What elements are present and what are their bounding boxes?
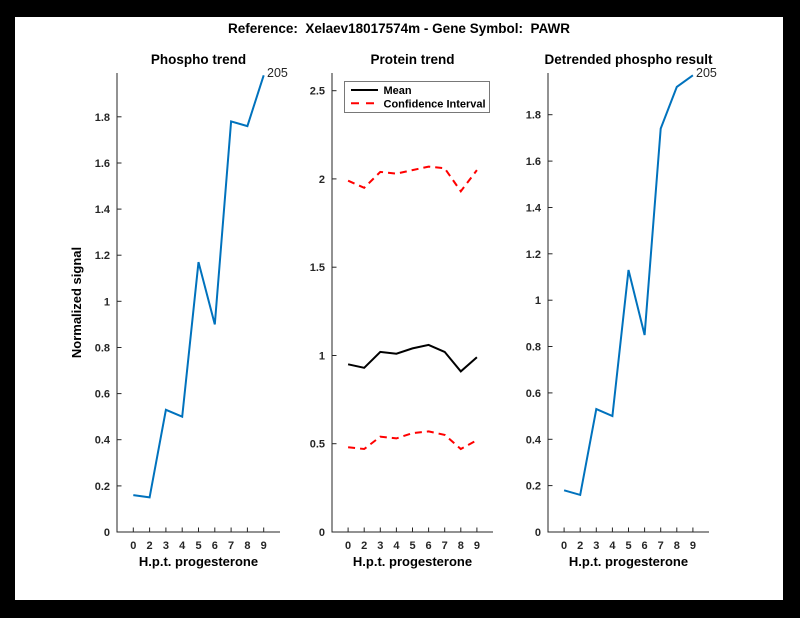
y-tick-label: 1: [535, 295, 541, 307]
legend-box: [344, 81, 490, 113]
x-axis-label: H.p.t. progesterone: [569, 554, 688, 569]
legend-entry-label: Confidence Interval: [384, 98, 486, 110]
y-tick-label: 0.2: [95, 481, 110, 493]
x-tick-label: 0: [561, 540, 567, 552]
x-tick-label: 0: [345, 540, 351, 552]
x-tick-label: 3: [377, 540, 383, 552]
y-tick-label: 0: [535, 527, 541, 539]
y-tick-label: 0: [104, 527, 110, 539]
subplot-1: 00.20.40.60.811.21.41.61.80 2 3 4 5 6 7 8 9Phosp…: [69, 52, 288, 569]
confidence-interval-lower-line: [347, 430, 478, 451]
x-tick-label: 7: [442, 540, 448, 552]
x-tick-label: 7: [228, 540, 234, 552]
y-tick-label: 0.5: [310, 439, 325, 451]
y-tick-label: 1.2: [526, 249, 541, 261]
x-tick-label: 4: [609, 540, 616, 552]
x-axis-label: H.p.t. progesterone: [353, 554, 472, 569]
x-tick-label: 3: [593, 540, 599, 552]
detrended-phospho-signal-line: [563, 74, 694, 497]
y-tick-label: 0.8: [95, 343, 110, 355]
subplot-3: 00.20.40.60.811.21.41.61.80 2 3 4 5 6 7 8 9Detre…: [526, 52, 717, 569]
y-axis-label: Normalized signal: [69, 247, 84, 358]
subplot-title: Phospho trend: [151, 52, 246, 67]
x-tick-label: 5: [409, 540, 415, 552]
y-tick-label: 0.4: [95, 435, 111, 447]
x-axis-label: H.p.t. progesterone: [139, 554, 258, 569]
y-tick-label: 0.4: [526, 434, 542, 446]
y-tick-label: 0.6: [95, 389, 110, 401]
x-tick-label: 4: [393, 540, 400, 552]
figure-title: Reference: Xelaev18017574m - Gene Symbol…: [228, 21, 570, 36]
legend-entry-label: Mean: [384, 85, 412, 97]
y-tick-label: 0: [319, 527, 325, 539]
x-tick-label: 6: [642, 540, 648, 552]
x-tick-label: 9: [690, 540, 696, 552]
y-tick-label: 1.4: [95, 204, 111, 216]
y-tick-label: 0.8: [526, 342, 541, 354]
x-tick-label: 6: [212, 540, 218, 552]
y-tick-label: 0.6: [526, 388, 541, 400]
x-tick-label: 8: [458, 540, 464, 552]
y-tick-label: 2.5: [310, 86, 325, 98]
x-tick-label: 6: [426, 540, 432, 552]
x-tick-label: 5: [625, 540, 631, 552]
phospho-signal-line: [133, 74, 265, 499]
x-tick-label: 4: [179, 540, 186, 552]
y-tick-label: 1.6: [95, 158, 110, 170]
y-tick-label: 1: [104, 296, 110, 308]
axes-frame: [116, 73, 280, 533]
figure-canvas: [15, 17, 783, 600]
confidence-interval-upper-line: [347, 165, 478, 193]
x-tick-label: 3: [163, 540, 169, 552]
x-tick-label: 9: [474, 540, 480, 552]
subplot-title: Detrended phospho result: [544, 52, 713, 67]
x-tick-label: 9: [261, 540, 267, 552]
x-tick-label: 2: [577, 540, 583, 552]
y-tick-label: 1.8: [526, 110, 541, 122]
y-tick-label: 0.2: [526, 481, 541, 493]
x-tick-label: 8: [244, 540, 250, 552]
y-tick-label: 1: [319, 351, 325, 363]
x-tick-label: 5: [195, 540, 201, 552]
x-tick-label: 8: [674, 540, 680, 552]
x-tick-label: 2: [147, 540, 153, 552]
y-tick-label: 1.4: [526, 203, 542, 215]
x-tick-label: 0: [130, 540, 136, 552]
y-tick-label: 1.8: [95, 112, 110, 124]
subplot-title: Protein trend: [370, 52, 454, 67]
mean-line: [347, 343, 478, 373]
axes-frame: [547, 73, 709, 533]
y-tick-label: 1.2: [95, 250, 110, 262]
endpoint-annotation: 205: [696, 66, 717, 80]
y-tick-label: 1.5: [310, 262, 325, 274]
endpoint-annotation: 205: [267, 66, 288, 80]
x-tick-label: 2: [361, 540, 367, 552]
x-tick-label: 7: [658, 540, 664, 552]
y-tick-label: 2: [319, 174, 325, 186]
y-tick-label: 1.6: [526, 156, 541, 168]
axes-frame: [331, 73, 493, 533]
